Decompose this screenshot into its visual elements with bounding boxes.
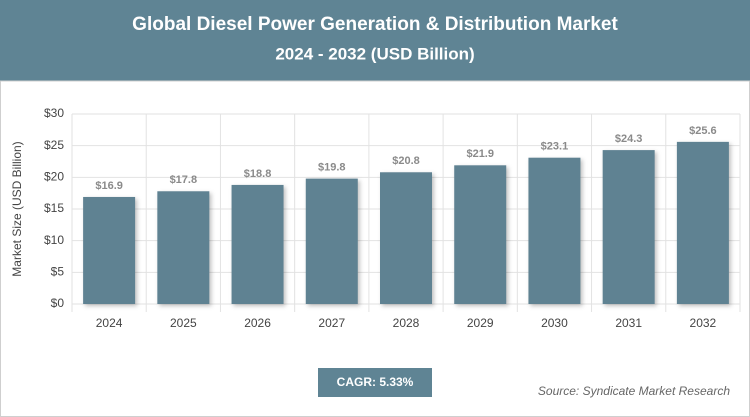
chart-title: Global Diesel Power Generation & Distrib… <box>132 14 618 35</box>
bar <box>380 172 432 304</box>
y-tick-label: $15 <box>44 201 64 215</box>
value-label: $20.8 <box>392 155 420 167</box>
y-tick-label: $0 <box>51 296 65 310</box>
value-label: $18.8 <box>244 168 272 180</box>
bar <box>602 150 655 304</box>
value-label: $19.8 <box>318 162 346 174</box>
x-tick-label: 2026 <box>244 316 271 330</box>
cagr-label: CAGR: 5.33% <box>337 375 414 389</box>
chart-subtitle: 2024 - 2032 (USD Billion) <box>275 44 474 63</box>
y-tick-label: $10 <box>44 233 64 247</box>
x-tick-label: 2031 <box>615 316 642 330</box>
bar <box>676 141 729 304</box>
value-label: $23.1 <box>541 141 569 153</box>
y-axis-label: Market Size (USD Billion) <box>10 141 24 276</box>
bar <box>528 157 581 304</box>
y-tick-label: $20 <box>44 170 64 184</box>
value-label: $17.8 <box>170 174 198 186</box>
x-tick-label: 2029 <box>467 316 494 330</box>
bar <box>454 165 507 304</box>
source-note: Source: Syndicate Market Research <box>538 384 730 398</box>
y-tick-label: $5 <box>51 265 65 279</box>
value-label: $24.3 <box>615 133 643 145</box>
y-tick-label: $25 <box>44 138 64 152</box>
x-tick-label: 2027 <box>318 316 345 330</box>
value-label: $21.9 <box>466 148 494 160</box>
cagr-box <box>318 368 432 397</box>
x-tick-label: 2028 <box>393 316 420 330</box>
bar <box>231 184 284 304</box>
bar <box>83 196 136 304</box>
x-tick-label: 2030 <box>541 316 568 330</box>
value-label: $16.9 <box>95 180 123 192</box>
value-label: $25.6 <box>689 125 717 137</box>
x-tick-label: 2025 <box>170 316 197 330</box>
y-tick-label: $30 <box>44 106 64 120</box>
bar <box>157 191 210 304</box>
bar <box>305 178 358 304</box>
x-tick-label: 2032 <box>690 316 717 330</box>
header <box>0 0 750 81</box>
x-tick-label: 2024 <box>96 316 123 330</box>
